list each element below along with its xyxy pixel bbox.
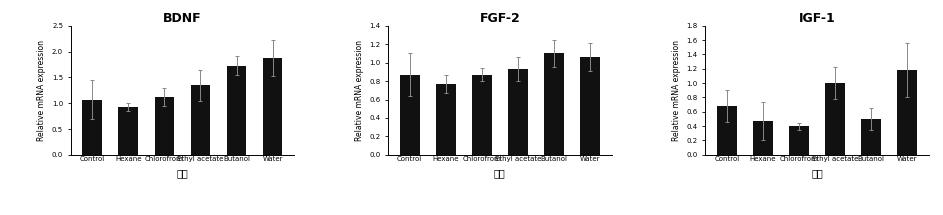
X-axis label: 레목: 레목 (176, 168, 189, 178)
Bar (544, 54, 564, 155)
Title: FGF-2: FGF-2 (479, 12, 521, 25)
Bar (155, 97, 174, 155)
Title: BDNF: BDNF (163, 12, 202, 25)
Bar (861, 119, 881, 155)
Bar (508, 69, 528, 155)
Bar (263, 58, 283, 155)
Bar (82, 100, 102, 155)
Title: IGF-1: IGF-1 (799, 12, 835, 25)
Y-axis label: Relative mRNA expression: Relative mRNA expression (38, 40, 46, 141)
Bar (825, 83, 845, 155)
Bar (226, 66, 246, 155)
Bar (472, 75, 491, 155)
Bar (898, 70, 918, 155)
Bar (753, 121, 773, 155)
X-axis label: 레목: 레목 (494, 168, 505, 178)
Bar (436, 84, 455, 155)
Bar (190, 85, 210, 155)
Bar (119, 107, 139, 155)
Y-axis label: Relative mRNA expression: Relative mRNA expression (355, 40, 364, 141)
X-axis label: 레목: 레목 (811, 168, 823, 178)
Y-axis label: Relative mRNA expression: Relative mRNA expression (672, 40, 681, 141)
Bar (717, 106, 736, 155)
Bar (789, 126, 809, 155)
Bar (580, 57, 600, 155)
Bar (400, 75, 420, 155)
